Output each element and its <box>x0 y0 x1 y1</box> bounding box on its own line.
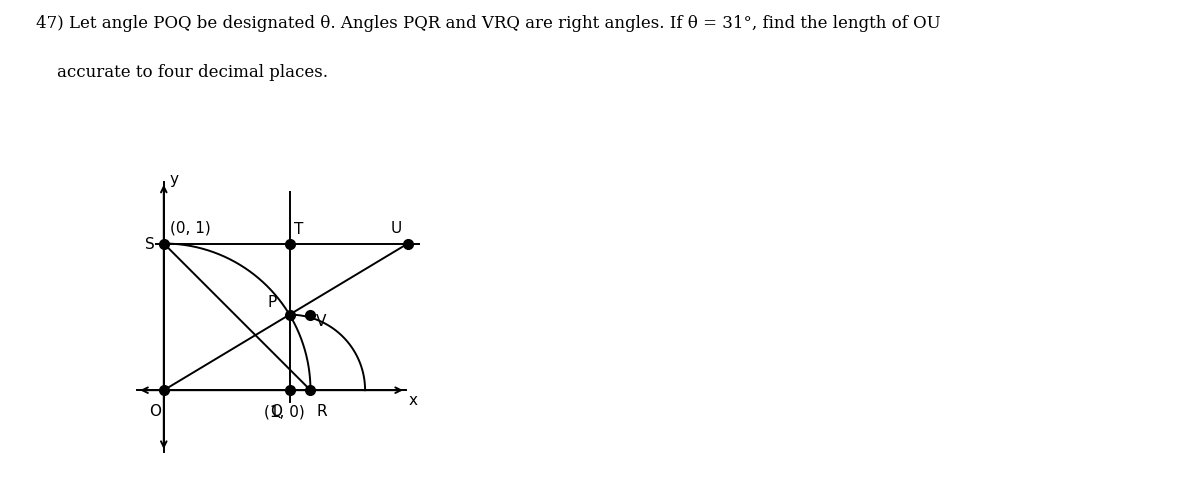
Text: x: x <box>409 392 418 407</box>
Text: T: T <box>294 222 304 237</box>
Text: S: S <box>145 237 155 251</box>
Text: 47) Let angle POQ be designated θ. Angles PQR and VRQ are right angles. If θ = 3: 47) Let angle POQ be designated θ. Angle… <box>36 15 941 32</box>
Text: Q: Q <box>270 404 282 419</box>
Text: U: U <box>391 220 402 235</box>
Text: (1, 0): (1, 0) <box>264 404 305 419</box>
Text: R: R <box>317 404 326 419</box>
Text: y: y <box>169 172 179 187</box>
Text: accurate to four decimal places.: accurate to four decimal places. <box>36 63 328 81</box>
Text: (0, 1): (0, 1) <box>169 220 210 235</box>
Text: P: P <box>268 294 276 309</box>
Text: V: V <box>317 313 326 328</box>
Text: O: O <box>149 404 161 419</box>
